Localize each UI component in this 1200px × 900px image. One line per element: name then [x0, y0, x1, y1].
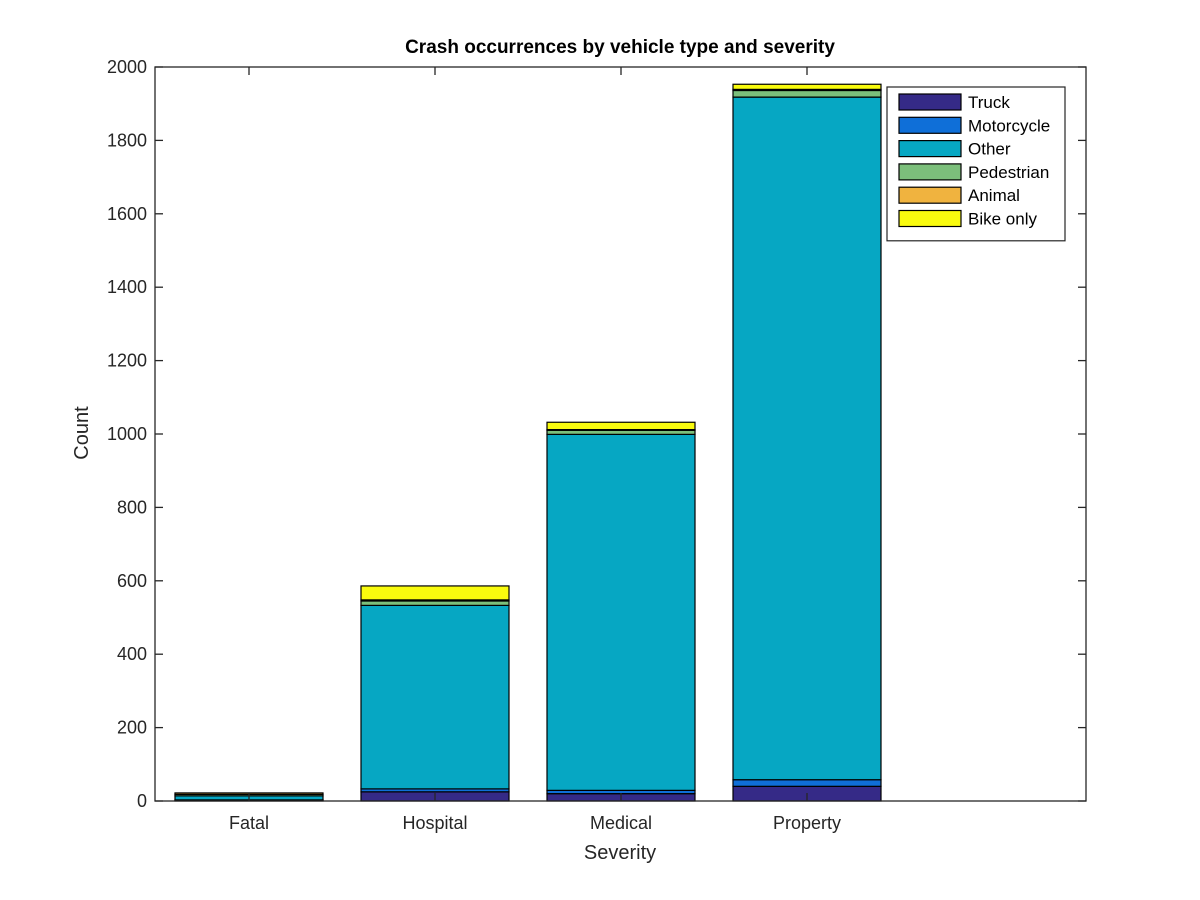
y-tick-label: 600	[117, 571, 147, 591]
bar-segment	[732, 83, 882, 90]
legend-swatch	[898, 116, 962, 134]
legend: Truck Motorcycle Other Pedestrian Animal Bike…	[886, 86, 1066, 242]
y-tick-label: 1000	[107, 424, 147, 444]
bar-segment	[732, 89, 882, 98]
y-tick-label: 800	[117, 497, 147, 517]
bar-segment	[546, 421, 696, 431]
y-tick-label: 1600	[107, 204, 147, 224]
x-tick-label: Hospital	[402, 813, 467, 833]
legend-label: Bike only	[968, 210, 1037, 229]
y-tick-label: 2000	[107, 57, 147, 77]
x-tick-label: Fatal	[229, 813, 269, 833]
legend-swatch	[898, 93, 962, 111]
legend-label: Truck	[968, 93, 1010, 112]
axes-group: 0 200 400 600 800 1000 1200 1400 1600 1800 2000 Fat…	[107, 57, 1087, 833]
bars-group	[174, 83, 882, 802]
y-tick-label: 1400	[107, 277, 147, 297]
bar-segment	[732, 96, 882, 781]
bar-segment	[546, 429, 696, 435]
legend-label: Pedestrian	[968, 163, 1049, 182]
bar-segment	[360, 604, 510, 790]
legend-swatch	[898, 209, 962, 228]
bar-segment	[360, 600, 510, 606]
x-axis-label: Severity	[584, 842, 656, 864]
x-tick-label: Medical	[590, 813, 652, 833]
legend-swatch	[898, 140, 962, 158]
x-tick-label: Property	[773, 813, 841, 833]
y-tick-label: 1200	[107, 351, 147, 371]
y-tick-label: 0	[137, 791, 147, 811]
bar-segment	[546, 433, 696, 791]
legend-label: Other	[968, 140, 1011, 159]
legend-swatch	[898, 186, 962, 204]
legend-label: Motorcycle	[968, 116, 1050, 135]
y-tick-label: 1800	[107, 130, 147, 150]
bar-segment	[360, 585, 510, 601]
legend-label: Animal	[968, 186, 1020, 205]
y-axis-label: Count	[71, 406, 93, 460]
legend-swatch	[898, 163, 962, 181]
y-tick-label: 200	[117, 718, 147, 738]
chart-title: Crash occurrences by vehicle type and se…	[405, 37, 835, 58]
y-tick-label: 400	[117, 644, 147, 664]
bar-segment	[732, 779, 882, 787]
